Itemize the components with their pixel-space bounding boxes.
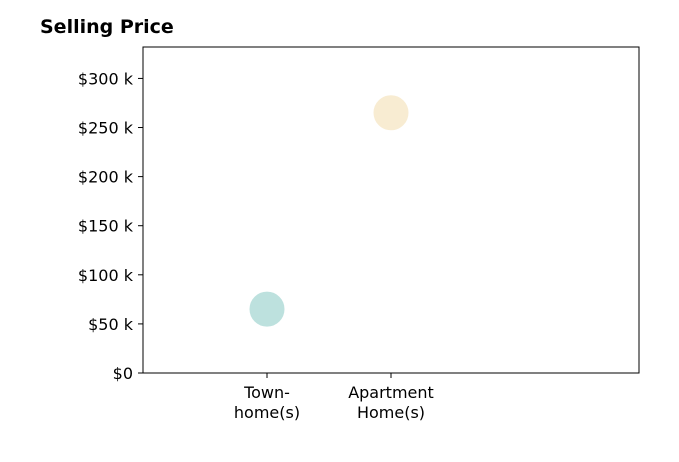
y-tick-label: $0 (113, 364, 133, 383)
chart-title: Selling Price (40, 16, 174, 38)
data-point (249, 291, 285, 327)
y-tick-label: $50 k (88, 315, 134, 334)
x-tick-label: Town-home(s) (234, 383, 300, 422)
y-tick-label: $300 k (78, 69, 134, 88)
y-tick-label: $250 k (78, 119, 134, 138)
y-tick-label: $200 k (78, 168, 134, 187)
y-tick-label: $100 k (78, 266, 134, 285)
x-tick-label: Apartment Home(s) (348, 383, 434, 422)
y-tick-label: $150 k (78, 217, 134, 236)
data-point (373, 95, 409, 131)
